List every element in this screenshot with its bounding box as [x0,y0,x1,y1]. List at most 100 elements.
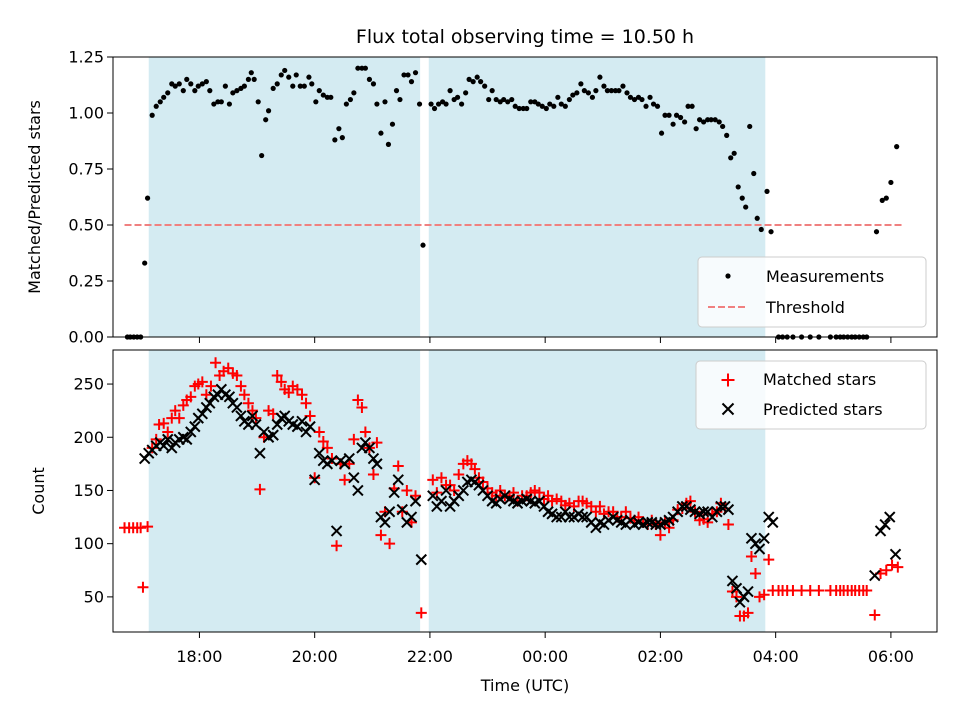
measurement-point [879,197,885,203]
measurement-point [192,88,198,94]
measurement-point [505,99,511,105]
predicted-star-point [405,511,418,523]
measurement-point [654,103,661,109]
measurement-point [524,105,530,112]
predicted-star-point [196,408,209,420]
measurement-point [696,117,703,123]
x-tick-label: 20:00 [292,647,338,666]
measurement-point [339,135,345,141]
matched-star-point [722,519,734,531]
top-legend-box [697,256,927,328]
x-tick-label: 06:00 [868,647,914,666]
legend-threshold-label: Threshold [765,298,845,317]
matched-star-point [396,506,408,518]
measurement-point [562,103,568,109]
matched-star-point [137,581,149,593]
measurement-point [894,144,900,150]
bottom-y-axis-label: Count [29,467,48,515]
measurement-point [282,67,288,74]
measurement-point [728,155,734,161]
measurement-point [336,126,342,132]
measurement-point [747,123,753,130]
measurement-point [389,121,396,127]
y-tick-label: 0.50 [68,216,104,235]
predicted-star-point [189,420,201,433]
measurement-point [639,96,645,103]
measurement-point [420,242,426,248]
matched-star-point [654,529,666,541]
measurement-point [662,112,668,118]
measurement-point [259,152,265,159]
measurement-point [547,101,553,107]
predicted-star-point [563,511,576,523]
measurement-point [195,83,201,89]
legend-predicted-marker [721,402,735,416]
measurement-point [278,72,284,78]
matched-star-point [246,405,258,417]
measurement-point [627,94,634,100]
measurement-point [712,117,718,123]
predicted-star-point [650,518,662,531]
predicted-star-point [231,401,243,414]
measurement-point [142,260,148,266]
predicted-star-point [697,506,710,518]
matched-star-point [185,391,197,403]
measurement-point [666,112,672,118]
matched-star-point [758,589,770,601]
measurement-point [474,74,480,80]
measurement-point [647,94,653,100]
matched-star-point [196,376,208,388]
measurement-point [751,170,757,177]
predicted-star-point [367,452,380,465]
measurement-point [274,81,280,87]
measurement-point [589,94,596,100]
measurement-point [161,94,167,100]
bottom-legend: Matched stars Predicted stars [695,360,927,430]
predicted-star-point [435,495,448,507]
measurement-point [578,81,584,87]
predicted-star-point [753,543,766,555]
matched-star-point [749,567,761,579]
measurement-point [585,90,591,96]
measurement-point [309,81,315,87]
predicted-star-point [722,503,735,516]
measurement-point [509,96,515,103]
matched-star-point [162,426,174,438]
predicted-star-point [767,516,779,529]
predicted-star-point [348,471,360,484]
measurement-point [486,96,492,103]
predicted-star-point [642,516,654,529]
predicted-star-point [158,440,170,452]
y-tick-label: 1.25 [68,48,104,67]
matched-star-point [313,426,325,438]
measurement-point [316,88,322,94]
matched-star-point [886,559,898,571]
measurement-point [149,112,155,118]
measurement-point [716,119,722,125]
measurement-point [888,179,894,186]
matched-star-point [242,397,254,409]
measurement-point [207,88,213,94]
predicted-star-point [330,525,343,537]
top-panel: 0.00 0.25 0.50 0.75 1.00 1.25 Matched/Predict… [25,48,938,347]
matched-star-point [730,591,742,603]
measurement-point [743,204,749,210]
measurement-point [199,81,205,87]
matched-star-point [745,550,757,562]
matched-star-point [869,609,881,621]
y-tick-label: 200 [73,428,104,447]
predicted-star-point [415,553,427,566]
matched-star-point [392,460,404,472]
measurement-point [608,88,615,94]
matched-star-point [271,370,283,382]
predicted-star-point [392,474,404,486]
measurement-point [501,96,507,103]
measurement-point [144,195,151,201]
measurement-point [184,76,190,82]
matched-star-point [742,607,754,619]
measurement-point [682,119,688,125]
measurement-point [478,79,484,85]
matched-star-point [296,389,308,401]
measurement-point [512,103,518,109]
y-tick-label: 150 [73,481,104,500]
